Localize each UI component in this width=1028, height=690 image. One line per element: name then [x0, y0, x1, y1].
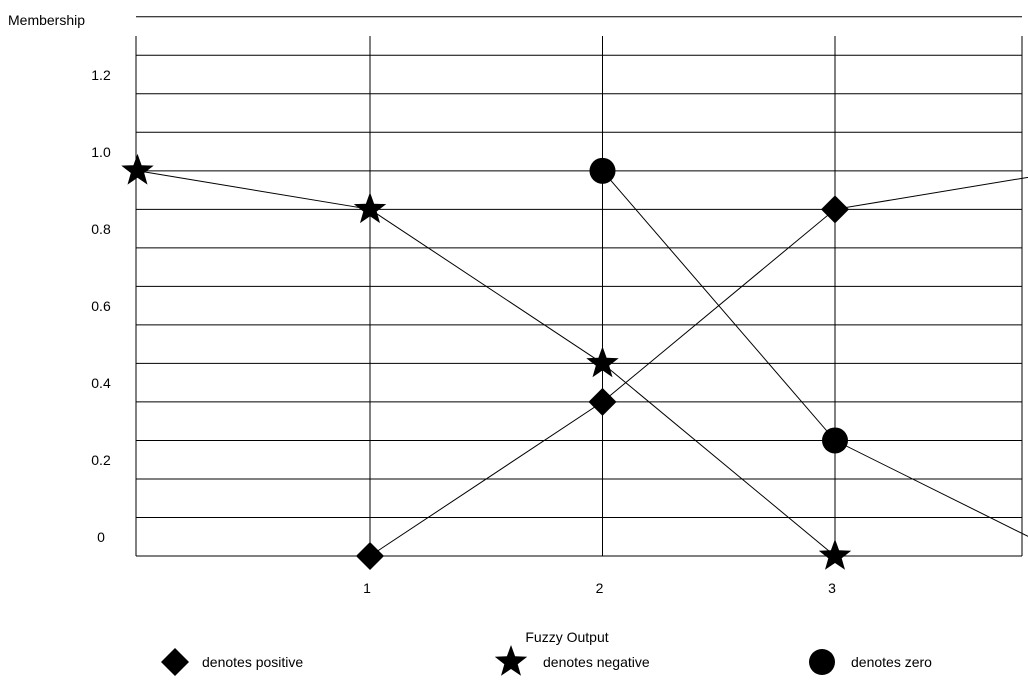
y-tick-label: 0 [97, 529, 105, 545]
data-point-positive [356, 542, 384, 570]
x-tick-labels: 1234 [363, 580, 836, 596]
y-axis-label: Membership [8, 12, 85, 28]
data-point-negative [353, 192, 387, 224]
data-point-zero [822, 427, 848, 454]
series-markers [121, 153, 852, 570]
series-line-negative [137, 170, 836, 557]
data-point-negative [818, 539, 852, 570]
legend-marker-star [494, 645, 528, 676]
x-tick-label: 3 [828, 580, 836, 596]
x-axis-label: Fuzzy Output [525, 629, 608, 645]
data-point-positive [588, 387, 617, 416]
legend-label: denotes positive [202, 654, 303, 670]
data-point-negative [121, 153, 154, 185]
x-tick-label: 2 [596, 580, 604, 596]
grid [135, 16, 1023, 557]
y-tick-label: 0.6 [91, 298, 111, 314]
y-tick-label: 0.2 [91, 452, 111, 468]
y-tick-label: 0.4 [91, 375, 111, 391]
legend-label: denotes zero [851, 654, 932, 670]
legend-marker-diamond [161, 648, 189, 676]
x-tick-label: 1 [363, 580, 371, 596]
data-point-zero [589, 157, 616, 184]
data-point-negative [586, 346, 619, 378]
y-tick-label: 1.0 [91, 144, 111, 160]
data-point-positive [821, 195, 849, 224]
legend: denotes positive denotes negative denotes … [161, 645, 932, 676]
legend-label: denotes negative [543, 654, 650, 670]
y-tick-labels: 0 0.2 0.4 0.6 0.8 1.0 1.2 [91, 67, 111, 545]
legend-marker-circle [809, 649, 835, 675]
y-tick-label: 1.2 [91, 67, 111, 83]
y-tick-label: 0.8 [91, 221, 111, 237]
